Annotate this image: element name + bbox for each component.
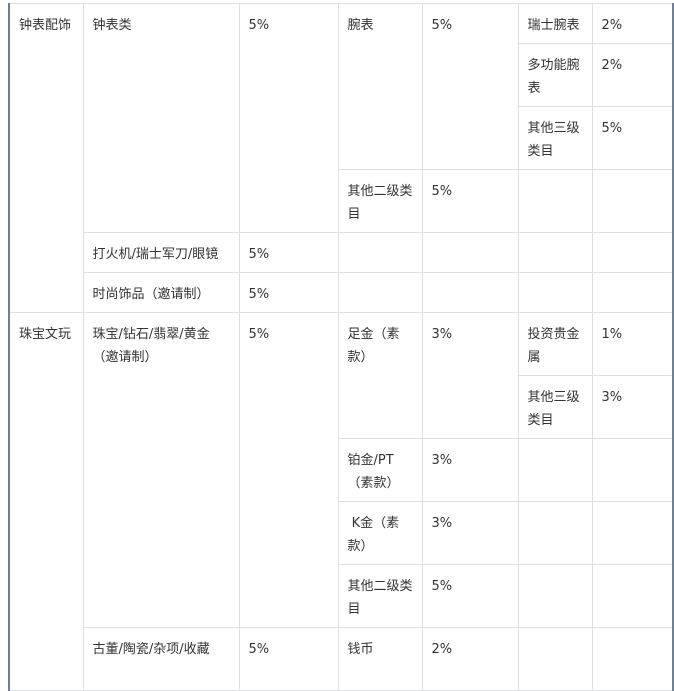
empty-cell [591,438,674,502]
level2-rate: 3% [421,438,519,502]
empty-cell [591,501,674,565]
level1-name: 古董/陶瓷/杂项/收藏 [82,627,240,691]
level3-name: 多功能腕表 [517,43,593,107]
level1-rate: 5% [238,232,339,273]
table-row: 铂金/PT（素款） 3% [9,438,674,502]
level2-name: 其他二级类目 [337,564,423,628]
table-row: 其他二级类目 5% [9,564,674,628]
category-cell: 珠宝文玩 [8,312,84,691]
level3-name: 其他三级类目 [517,375,593,439]
level3-rate: 1% [591,312,674,376]
category-cell: 钟表配饰 [8,3,84,313]
level2-name: K金（素款） [337,501,423,565]
table-row: K金（素款） 3% [9,501,674,565]
commission-rate-table: 钟表配饰 钟表类 5% 腕表 5% 瑞士腕表 2% 多功能腕表 2% 其他三级类… [8,3,674,691]
empty-cell [591,232,674,273]
empty-cell [337,272,423,313]
level2-name: 其他二级类目 [337,169,423,233]
level2-rate: 5% [421,169,519,233]
level3-name: 瑞士腕表 [517,3,593,44]
empty-cell [591,564,674,628]
level1-rate: 5% [238,3,339,233]
empty-cell [517,169,593,233]
empty-cell [517,627,593,691]
empty-cell [517,272,593,313]
table-row: 打火机/瑞士军刀/眼镜 5% [9,232,674,273]
level1-rate: 5% [238,312,339,628]
level3-name: 投资贵金属 [517,312,593,376]
empty-cell [591,627,674,691]
level1-rate: 5% [238,272,339,313]
level1-rate: 5% [238,627,339,691]
level3-name: 其他三级类目 [517,106,593,170]
level1-name: 珠宝/钻石/翡翠/黄金（邀请制） [82,312,240,628]
level3-rate: 2% [591,43,674,107]
empty-cell [517,501,593,565]
level3-rate: 2% [591,3,674,44]
level2-rate: 5% [421,564,519,628]
empty-cell [591,169,674,233]
empty-cell [517,438,593,502]
level1-name: 时尚饰品（邀请制） [82,272,240,313]
level3-rate: 5% [591,106,674,170]
level2-rate: 2% [421,627,519,691]
level3-rate: 3% [591,375,674,439]
level1-name: 打火机/瑞士军刀/眼镜 [82,232,240,273]
table-row: 钟表配饰 钟表类 5% 腕表 5% 瑞士腕表 2% [8,3,674,313]
table-row: 珠宝文玩 珠宝/钻石/翡翠/黄金（邀请制） 5% 足金（素款） 3% 投资贵金属… [8,312,674,691]
empty-cell [421,232,519,273]
empty-cell [517,564,593,628]
empty-cell [591,272,674,313]
table-row: 多功能腕表 2% [9,43,674,107]
empty-cell [421,272,519,313]
level2-rate: 3% [421,312,519,439]
table-row: 时尚饰品（邀请制） 5% [9,272,674,313]
empty-cell [337,232,423,273]
level1-name: 钟表类 [82,3,240,233]
empty-cell [517,232,593,273]
level2-rate: 5% [421,3,519,170]
level2-name: 腕表 [337,3,423,170]
table-row: 古董/陶瓷/杂项/收藏 5% 钱币 2% [9,627,674,691]
table-row: 其他二级类目 5% [9,169,674,233]
level2-name: 钱币 [337,627,423,691]
level2-name: 足金（素款） [337,312,423,439]
level2-name: 铂金/PT（素款） [337,438,423,502]
level2-rate: 3% [421,501,519,565]
table-row: 其他三级类目 5% [9,106,674,170]
